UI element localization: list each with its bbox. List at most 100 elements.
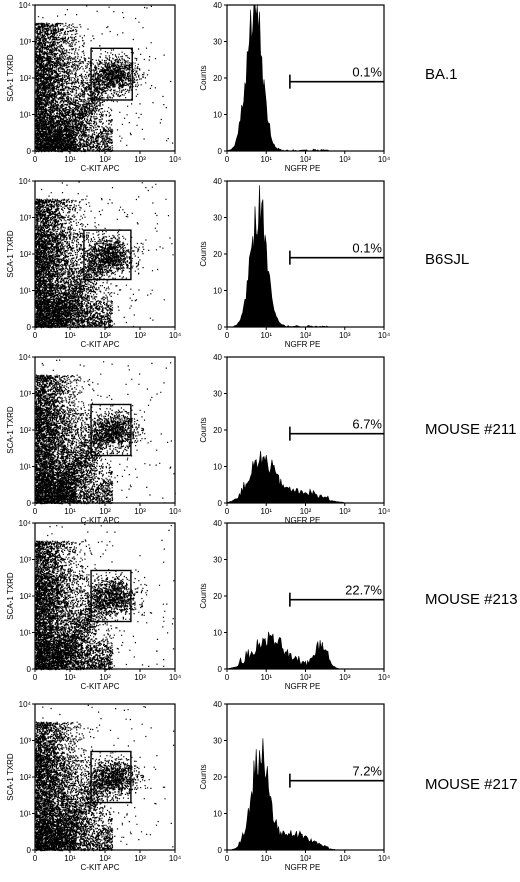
histogram-y-tick-label: 0 [218,499,223,508]
scatter-panel: 0 10¹ 10² 10³ 10⁴ 0 10¹ 10² 10³ 10⁴ C-KIT APC SCA-1… [6,700,182,872]
histogram-panel: 6.7% 0 10¹ 10² 10³ 10⁴ 0 10 20 30 40 NGFR PE Counts [199,353,391,525]
scatter-y-tick-label: 10¹ [19,629,31,638]
histogram-y-tick-label: 20 [213,773,222,782]
histogram-y-tick-label: 40 [213,700,222,709]
scatter-y-tick-label: 0 [27,499,32,508]
gate-box [90,569,132,623]
histogram-x-axis-label: NGFR PE [285,863,321,872]
scatter-events [35,181,174,329]
gate-box [90,403,132,457]
histogram-x-tick-label: 10¹ [260,854,272,863]
histogram-y-tick-label: 10 [213,111,222,120]
histogram-x-tick-label: 0 [225,507,230,516]
gate-box [90,47,133,101]
histogram-x-tick-label: 10¹ [260,673,272,682]
histogram-y-axis-label: Counts [199,583,208,608]
scatter-y-tick-label: 0 [27,147,32,156]
scatter-y-axis-label: SCA-1 TXRD [6,572,15,620]
scatter-x-tick-label: 10¹ [64,155,76,164]
scatter-events [35,523,175,671]
percent-positive-label: 0.1% [352,241,382,256]
scatter-y-axis-label: SCA-1 TXRD [6,230,15,278]
scatter-events [35,704,175,852]
histogram-y-tick-label: 20 [213,74,222,83]
scatter-panel: 0 10¹ 10² 10³ 10⁴ 0 10¹ 10² 10³ 10⁴ C-KIT APC SCA-1… [6,1,182,173]
scatter-y-tick-label: 10³ [19,556,31,565]
histogram-y-tick-label: 0 [218,846,223,855]
scatter-x-tick-label: 10¹ [64,854,76,863]
histogram-x-tick-label: 10³ [339,854,351,863]
histogram-x-tick-label: 10² [300,673,312,682]
scatter-x-tick-label: 10³ [134,331,146,340]
percent-positive-label: 6.7% [352,417,382,432]
histogram-y-axis-label: Counts [199,764,208,789]
scatter-y-tick-label: 10⁴ [19,519,32,528]
histogram-x-tick-label: 10² [300,155,312,164]
histogram-y-axis-label: Counts [199,417,208,442]
scatter-x-axis-label: C-KIT APC [81,340,120,349]
histogram-x-tick-label: 10¹ [260,507,272,516]
histogram-x-axis-label: NGFR PE [285,164,321,173]
histogram-bars [226,450,384,504]
histogram-x-tick-label: 10¹ [260,331,272,340]
histogram-y-tick-label: 30 [213,214,222,223]
scatter-panel: 0 10¹ 10² 10³ 10⁴ 0 10¹ 10² 10³ 10⁴ C-KIT APC SCA-1… [6,177,182,349]
scatter-x-axis-label: C-KIT APC [81,682,120,691]
scatter-y-tick-label: 10³ [19,214,31,223]
scatter-y-tick-label: 10⁴ [19,353,32,362]
scatter-y-axis-label: SCA-1 TXRD [6,406,15,454]
histogram-panel: 22.7% 0 10¹ 10² 10³ 10⁴ 0 10 20 30 40 NGFR PE Counts [199,519,391,691]
gate-box [90,750,132,804]
histogram-x-axis-label: NGFR PE [285,516,321,525]
scatter-x-tick-label: 0 [33,507,38,516]
percent-positive-label: 0.1% [352,65,382,80]
histogram-x-axis-label: NGFR PE [285,682,321,691]
histogram-y-tick-label: 30 [213,556,222,565]
scatter-y-tick-label: 10² [19,773,31,782]
scatter-y-tick-label: 10³ [19,38,31,47]
histogram-x-tick-label: 0 [225,331,230,340]
scatter-x-tick-label: 10² [99,331,111,340]
scatter-y-tick-label: 10⁴ [19,1,32,10]
histogram-y-tick-label: 0 [218,147,223,156]
sample-label: BA.1 [425,66,458,83]
scatter-x-tick-label: 10¹ [64,507,76,516]
scatter-x-tick-label: 10³ [134,673,146,682]
scatter-x-tick-label: 10³ [134,507,146,516]
scatter-x-tick-label: 10³ [134,155,146,164]
histogram-y-tick-label: 20 [213,592,222,601]
histogram-y-tick-label: 10 [213,287,222,296]
scatter-y-tick-label: 10¹ [19,810,31,819]
scatter-x-tick-label: 10⁴ [169,507,182,516]
scatter-x-axis-label: C-KIT APC [81,516,120,525]
histogram-x-tick-label: 10⁴ [378,673,391,682]
scatter-x-tick-label: 10² [99,507,111,516]
sample-label: MOUSE #217 [425,776,518,793]
histogram-x-tick-label: 10³ [339,673,351,682]
scatter-y-axis-label: SCA-1 TXRD [6,54,15,102]
scatter-x-axis-label: C-KIT APC [81,164,120,173]
histogram-bars [227,738,384,851]
histogram-y-tick-label: 40 [213,1,222,10]
scatter-x-tick-label: 10² [99,673,111,682]
histogram-bars [227,185,384,328]
histogram-y-tick-label: 30 [213,390,222,399]
histogram-panel: 0.1% 0 10¹ 10² 10³ 10⁴ 0 10 20 30 40 NGFR PE Counts [199,1,391,173]
histogram-y-axis-label: Counts [199,65,208,90]
scatter-y-tick-label: 10² [19,250,31,259]
histogram-y-tick-label: 10 [213,463,222,472]
scatter-x-tick-label: 10¹ [64,673,76,682]
histogram-x-tick-label: 10¹ [260,155,272,164]
histogram-x-tick-label: 10⁴ [378,155,391,164]
scatter-y-tick-label: 10² [19,74,31,83]
scatter-y-tick-label: 10³ [19,390,31,399]
scatter-x-tick-label: 10² [99,155,111,164]
sample-label: MOUSE #211 [425,421,517,438]
scatter-x-tick-label: 10¹ [64,331,76,340]
histogram-y-tick-label: 20 [213,426,222,435]
scatter-x-tick-label: 10⁴ [169,331,182,340]
histogram-bars [227,631,384,670]
scatter-x-tick-label: 0 [33,331,38,340]
